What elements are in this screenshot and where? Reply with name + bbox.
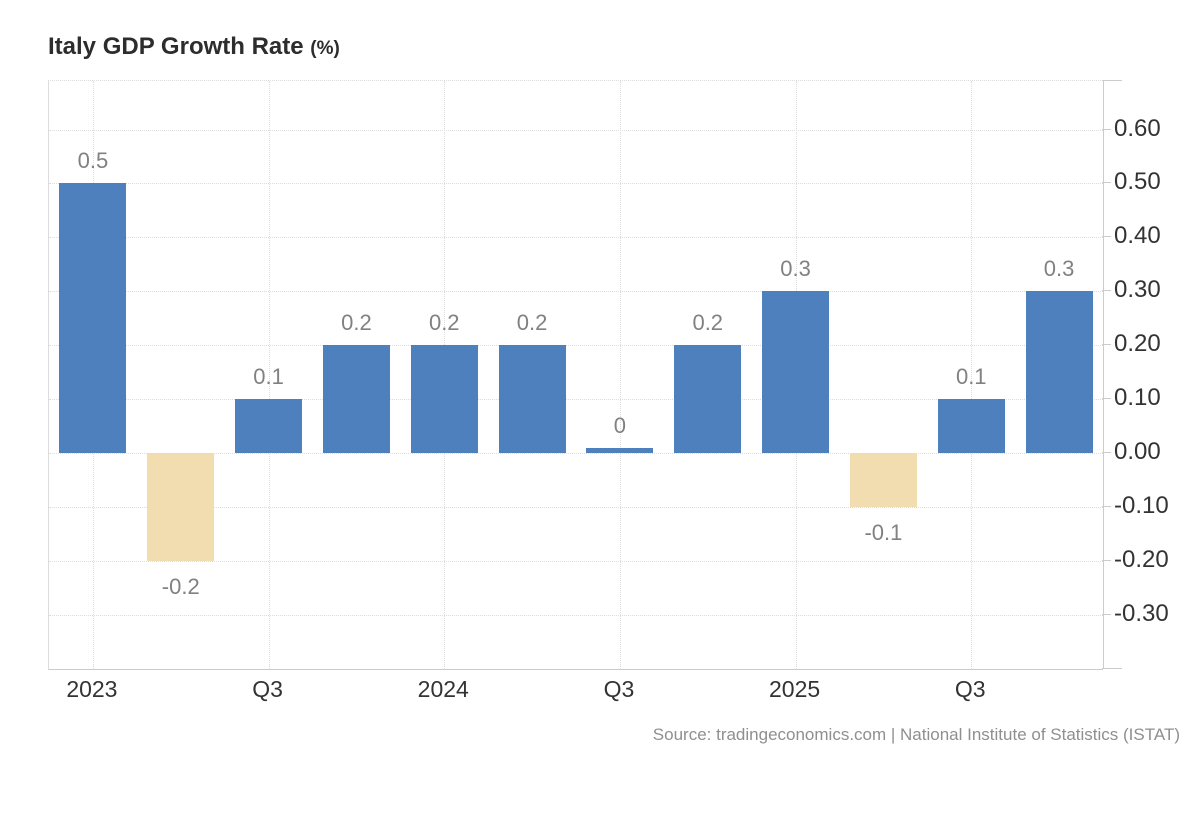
x-axis-label: Q3 [954, 676, 986, 702]
y-axis-tick-label: -0.30 [1114, 600, 1169, 628]
chart-title-unit: (%) [310, 38, 340, 59]
gridline-horizontal [49, 453, 1103, 455]
source-attribution: Source: tradingeconomics.com | National … [652, 725, 1180, 744]
bar[interactable] [674, 345, 742, 454]
bar-value-label: 0.3 [780, 256, 811, 282]
bar-value-label: 0.2 [516, 310, 548, 336]
gridline-horizontal [49, 561, 1103, 563]
gridline-horizontal [49, 237, 1103, 239]
y-axis-tick [1102, 506, 1111, 508]
bar-value-label: 0.1 [955, 364, 987, 390]
gridline-horizontal [49, 399, 1103, 401]
bar[interactable] [322, 345, 390, 454]
y-axis-tick [1102, 614, 1111, 616]
bar[interactable] [235, 399, 303, 454]
x-axis-label: 2025 [768, 676, 821, 702]
bar-value-label: 0.2 [428, 310, 460, 336]
y-axis-tick [1102, 344, 1111, 346]
bar-value-label: 0 [613, 413, 627, 439]
gridline-vertical [268, 81, 270, 669]
gridline-horizontal [49, 345, 1103, 347]
bar-value-label: 0.5 [77, 148, 109, 174]
bar[interactable] [59, 183, 127, 454]
y-axis-tick [1102, 452, 1111, 454]
y-axis-tick-label: 0.00 [1114, 438, 1161, 466]
x-axis-label: Q3 [603, 676, 635, 702]
gridline-horizontal [49, 507, 1103, 509]
y-axis-end-tick [1102, 668, 1122, 669]
gridline-horizontal [49, 183, 1103, 185]
y-axis-end-tick [1102, 80, 1122, 81]
gridline-horizontal [49, 129, 1103, 131]
y-axis-tick [1102, 182, 1111, 184]
y-axis-tick-label: 0.10 [1114, 384, 1161, 412]
y-axis-tick-label: 0.30 [1114, 276, 1161, 304]
y-axis-tick-label: -0.20 [1114, 546, 1169, 574]
y-axis-tick-label: -0.10 [1114, 492, 1169, 520]
bar-value-label: 0.3 [1043, 256, 1075, 282]
gridline-vertical [971, 81, 973, 669]
y-axis-tick [1102, 560, 1111, 562]
plot-area: 0.5 -0.2 0.1 0.2 0.2 0.2 0 0.2 0.3 -0.1 0.1 0.3 [48, 80, 1104, 670]
bar-value-label: 0.2 [692, 310, 724, 336]
gridline-vertical [619, 81, 621, 669]
chart-title: Italy GDP Growth Rate (%) [48, 34, 340, 62]
x-axis-label: Q3 [252, 676, 283, 702]
bar-value-label: -0.2 [161, 574, 200, 600]
y-axis-tick [1102, 398, 1111, 400]
bar[interactable] [1025, 291, 1093, 454]
bar[interactable] [762, 291, 830, 454]
bar[interactable] [410, 345, 478, 454]
y-axis-tick [1102, 236, 1111, 238]
gridline-horizontal [49, 615, 1103, 617]
bar[interactable] [937, 399, 1005, 454]
y-axis-tick [1102, 290, 1111, 292]
bar[interactable] [147, 453, 215, 562]
y-axis-tick-label: 0.60 [1114, 114, 1161, 142]
bar[interactable] [849, 453, 917, 508]
bar-value-label: -0.1 [864, 520, 903, 546]
x-axis-label: 2023 [66, 676, 118, 702]
gridline-horizontal [49, 291, 1103, 293]
bar-value-label: 0.2 [341, 310, 372, 336]
y-axis-tick [1102, 128, 1111, 130]
y-axis-tick-label: 0.20 [1114, 330, 1161, 358]
y-axis-tick-label: 0.40 [1114, 222, 1161, 250]
x-axis-label: 2024 [417, 676, 469, 702]
bar[interactable] [498, 345, 566, 454]
bar[interactable] [586, 448, 654, 454]
y-axis-line [1103, 81, 1104, 669]
bar-value-label: 0.1 [253, 364, 284, 390]
chart-title-text: Italy GDP Growth Rate [48, 33, 304, 60]
y-axis-tick-label: 0.50 [1114, 168, 1161, 196]
